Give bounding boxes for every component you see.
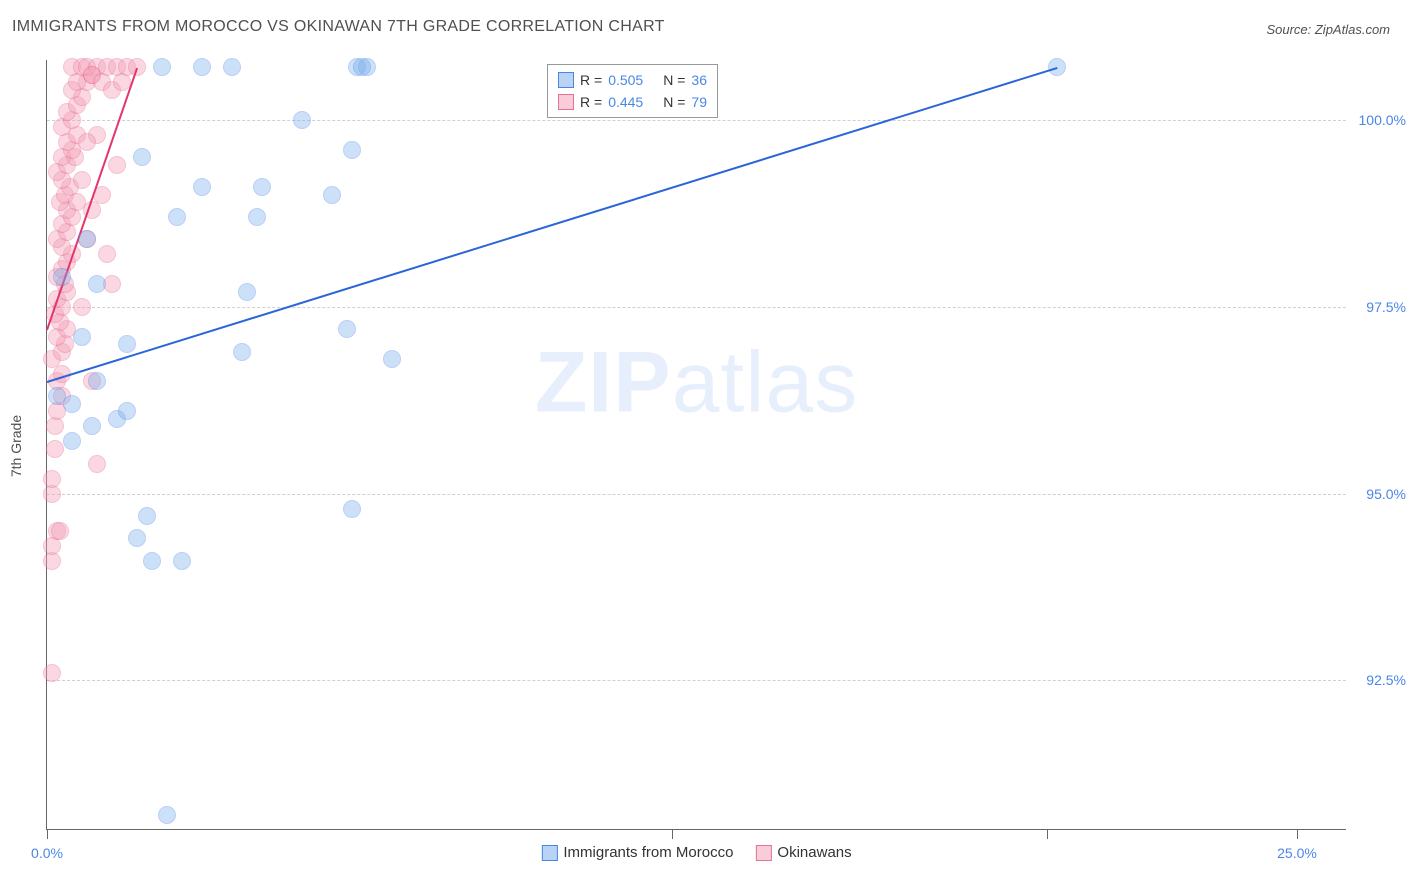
legend-r-label: R =: [580, 94, 602, 110]
data-point: [73, 298, 91, 316]
gridline: [47, 494, 1346, 495]
x-tick: [47, 829, 48, 839]
legend-r-value-2: 0.445: [608, 94, 643, 110]
data-point: [193, 178, 211, 196]
data-point: [118, 335, 136, 353]
data-point: [88, 275, 106, 293]
gridline: [47, 307, 1346, 308]
data-point: [53, 268, 71, 286]
data-point: [143, 552, 161, 570]
x-tick-label: 0.0%: [31, 845, 63, 861]
data-point: [248, 208, 266, 226]
data-point: [78, 230, 96, 248]
legend-n-value-2: 79: [691, 94, 707, 110]
data-point: [43, 470, 61, 488]
data-point: [293, 111, 311, 129]
data-point: [63, 395, 81, 413]
data-point: [51, 522, 69, 540]
y-tick-label: 100.0%: [1351, 112, 1406, 128]
legend-label-series1: Immigrants from Morocco: [563, 844, 733, 861]
data-point: [138, 507, 156, 525]
data-point: [46, 440, 64, 458]
data-point: [98, 245, 116, 263]
watermark: ZIPatlas: [535, 333, 858, 432]
data-point: [338, 320, 356, 338]
data-point: [118, 402, 136, 420]
data-point: [133, 148, 151, 166]
gridline: [47, 120, 1346, 121]
gridline: [47, 680, 1346, 681]
data-point: [238, 283, 256, 301]
y-tick-label: 92.5%: [1351, 672, 1406, 688]
legend-r-value-1: 0.505: [608, 72, 643, 88]
legend-row-series1: R = 0.505 N = 36: [558, 69, 707, 91]
y-tick-label: 95.0%: [1351, 486, 1406, 502]
y-axis-label: 7th Grade: [8, 415, 24, 477]
y-tick-label: 97.5%: [1351, 299, 1406, 315]
data-point: [63, 432, 81, 450]
legend-swatch-series1: [558, 72, 574, 88]
data-point: [73, 328, 91, 346]
legend-n-label: N =: [663, 94, 685, 110]
data-point: [73, 171, 91, 189]
data-point: [88, 372, 106, 390]
data-point: [343, 141, 361, 159]
data-point: [323, 186, 341, 204]
data-point: [158, 806, 176, 824]
x-tick: [1047, 829, 1048, 839]
stats-legend: R = 0.505 N = 36 R = 0.445 N = 79: [547, 64, 718, 118]
legend-swatch-series2: [558, 94, 574, 110]
legend-swatch-series1: [541, 845, 557, 861]
plot-area: ZIPatlas R = 0.505 N = 36 R = 0.445 N = …: [46, 60, 1346, 830]
legend-n-value-1: 36: [691, 72, 707, 88]
data-point: [193, 58, 211, 76]
series-legend: Immigrants from Morocco Okinawans: [541, 844, 851, 861]
data-point: [383, 350, 401, 368]
data-point: [223, 58, 241, 76]
chart-container: IMMIGRANTS FROM MOROCCO VS OKINAWAN 7TH …: [0, 0, 1406, 892]
legend-label-series2: Okinawans: [777, 844, 851, 861]
legend-item-series1: Immigrants from Morocco: [541, 844, 733, 861]
data-point: [88, 455, 106, 473]
data-point: [173, 552, 191, 570]
legend-n-label: N =: [663, 72, 685, 88]
legend-swatch-series2: [755, 845, 771, 861]
data-point: [233, 343, 251, 361]
data-point: [43, 664, 61, 682]
data-point: [83, 417, 101, 435]
data-point: [108, 156, 126, 174]
data-point: [168, 208, 186, 226]
legend-row-series2: R = 0.445 N = 79: [558, 91, 707, 113]
data-point: [78, 133, 96, 151]
legend-item-series2: Okinawans: [755, 844, 851, 861]
data-point: [343, 500, 361, 518]
data-point: [128, 529, 146, 547]
x-tick: [1297, 829, 1298, 839]
data-point: [253, 178, 271, 196]
data-point: [353, 58, 371, 76]
x-tick: [672, 829, 673, 839]
chart-title: IMMIGRANTS FROM MOROCCO VS OKINAWAN 7TH …: [12, 18, 665, 36]
source-attribution: Source: ZipAtlas.com: [1266, 22, 1390, 37]
data-point: [153, 58, 171, 76]
x-tick-label: 25.0%: [1277, 845, 1317, 861]
legend-r-label: R =: [580, 72, 602, 88]
